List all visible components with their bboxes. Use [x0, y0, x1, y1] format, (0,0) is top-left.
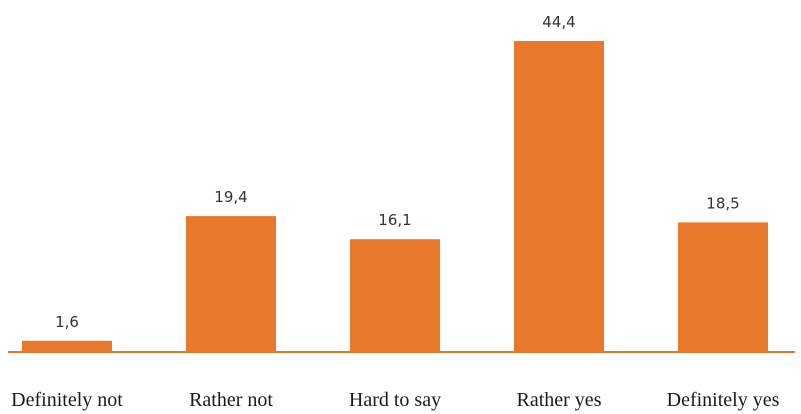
category-label-3: Rather yes: [517, 389, 602, 411]
category-label-0: Definitely not: [11, 389, 123, 411]
bar-1: [186, 216, 276, 352]
category-labels-group: Definitely not Rather not Hard to say Rathe…: [11, 389, 779, 411]
bars-group: [22, 41, 768, 352]
category-label-1: Rather not: [189, 389, 273, 411]
bar-3: [514, 41, 604, 352]
value-label-4: 18,5: [706, 194, 739, 212]
value-label-3: 44,4: [542, 13, 575, 31]
value-label-1: 19,4: [214, 188, 247, 206]
value-labels-group: 1,6 19,4 16,1 44,4 18,5: [55, 13, 740, 331]
category-label-4: Definitely yes: [667, 389, 780, 411]
category-label-2: Hard to say: [349, 389, 441, 411]
bar-2: [350, 239, 440, 352]
bar-4: [678, 222, 768, 352]
value-label-2: 16,1: [378, 211, 411, 229]
value-label-0: 1,6: [55, 313, 79, 331]
bar-0: [22, 340, 112, 352]
